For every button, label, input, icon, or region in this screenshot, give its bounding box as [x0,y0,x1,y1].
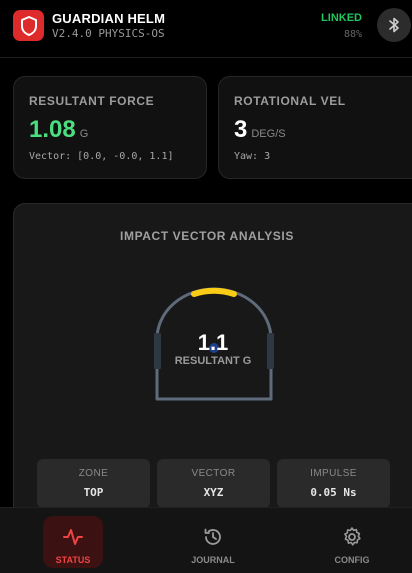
rotation-value: 3 [234,116,248,143]
vector-label: VECTOR [191,468,236,479]
impact-zone-highlight [191,287,237,297]
resultant-g-value: 1.1 [197,330,229,355]
app-title: GUARDIAN HELM [52,11,166,26]
impact-title: IMPACT VECTOR ANALYSIS [120,229,294,243]
force-value-row: 1.08 G [29,116,88,144]
nav-journal[interactable]: JOURNAL [183,516,243,568]
shield-logo-icon [13,10,44,41]
rotational-vel-card: ROTATIONAL VEL 3 DEG/S Yaw: 3 [218,76,412,179]
bluetooth-button[interactable] [377,8,411,42]
resultant-force-card: RESULTANT FORCE 1.08 G Vector: [0.0, -0.0… [13,76,207,179]
nav-status[interactable]: STATUS [43,516,103,568]
app-header: GUARDIAN HELM V2.4.0 PHYSICS-OS LINKED 8… [0,0,412,58]
app-version: V2.4.0 PHYSICS-OS [52,27,165,40]
battery-level: 88% [343,29,362,40]
vector-stat: VECTOR XYZ [157,459,270,508]
link-status: LINKED [321,12,362,24]
bluetooth-icon [389,17,399,33]
vector-value: XYZ [203,486,224,499]
helmet-diagram [154,287,274,401]
nav-status-label: STATUS [55,555,91,565]
rotation-unit: DEG/S [251,128,286,140]
nav-config-label: CONFIG [334,555,370,565]
zone-stat: ZONE TOP [37,459,150,508]
zone-value: TOP [83,486,104,499]
left-ear-pad [154,333,161,369]
right-ear-pad [267,333,274,369]
gear-icon [322,526,382,548]
rotation-yaw: Yaw: 3 [234,151,271,162]
rotation-value-row: 3 DEG/S [234,116,286,144]
impulse-stat: IMPULSE 0.05 Ns [277,459,390,508]
force-label: RESULTANT FORCE [29,94,155,108]
impact-center-marker [209,343,219,353]
resultant-g-label: RESULTANT G [174,355,252,367]
rotation-label: ROTATIONAL VEL [234,94,346,108]
nav-journal-label: JOURNAL [191,555,235,565]
impact-vector-panel: IMPACT VECTOR ANALYSIS 1.1 RESULTANT G Z… [13,203,412,523]
zone-label: ZONE [78,468,109,479]
activity-icon [43,526,103,548]
force-value: 1.08 [29,116,76,143]
nav-config[interactable]: CONFIG [322,516,382,568]
bottom-nav: STATUS JOURNAL CONFIG [0,507,412,573]
force-vector: Vector: [0.0, -0.0, 1.1] [29,151,174,162]
impulse-label: IMPULSE [310,468,357,479]
history-icon [183,526,243,548]
force-unit: G [79,128,89,140]
impulse-value: 0.05 Ns [310,486,357,499]
